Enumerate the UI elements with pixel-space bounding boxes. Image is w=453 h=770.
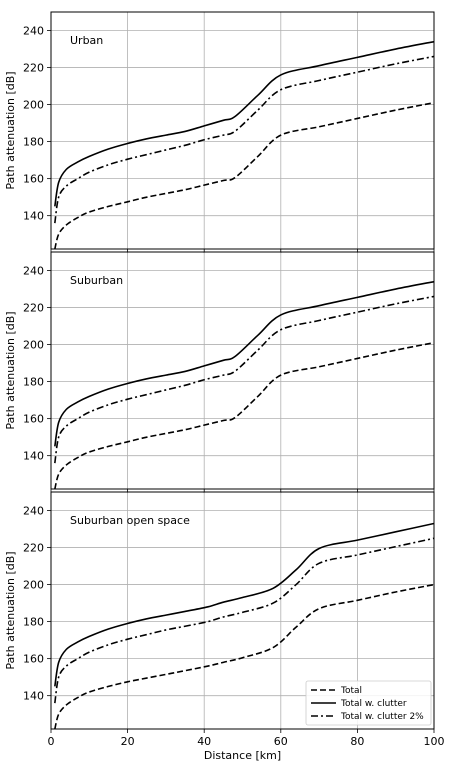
- x-tick-label: 0: [48, 735, 55, 748]
- y-tick-label: 140: [23, 210, 44, 223]
- x-axis-label: Distance [km]: [204, 749, 281, 762]
- x-tick-label: 60: [274, 735, 288, 748]
- y-tick-label: 160: [23, 653, 44, 666]
- y-tick-label: 200: [23, 579, 44, 592]
- y-axis-label: Path attenuation [dB]: [4, 71, 17, 189]
- y-tick-label: 140: [23, 690, 44, 703]
- panel-0: 140 160 180 200 220 240 Urban Path attenuation …: [4, 11, 435, 253]
- axes-frame: [50, 251, 435, 490]
- axes-frame: [50, 11, 435, 250]
- series-line-2: [54, 295, 434, 464]
- panel-title: Urban: [70, 34, 103, 47]
- y-tick-label: 140: [23, 450, 44, 463]
- y-tick-label: 240: [23, 505, 44, 518]
- y-tick-label: 200: [23, 339, 44, 352]
- axes-frame: [50, 491, 435, 730]
- series-line-1: [54, 280, 434, 447]
- panel-2: 140 160 180 200 220 240 0 20 40 60 80 100 Suburban o…: [4, 491, 445, 748]
- y-tick-label: 220: [23, 302, 44, 315]
- y-axis-label: Path attenuation [dB]: [4, 311, 17, 429]
- panel-title: Suburban: [70, 274, 123, 287]
- y-tick-label: 180: [23, 616, 44, 629]
- series-line-0: [54, 583, 434, 729]
- legend: Total Total w. clutter Total w. clutter 2%: [305, 680, 432, 726]
- y-tick-label: 240: [23, 265, 44, 278]
- y-tick-label: 200: [23, 99, 44, 112]
- panel-title: Suburban open space: [70, 514, 190, 527]
- legend-label: Total: [340, 686, 362, 696]
- y-axis-label: Path attenuation [dB]: [4, 551, 17, 669]
- legend-box: [305, 680, 432, 726]
- y-tick-label: 240: [23, 25, 44, 38]
- legend-label: Total w. clutter: [340, 699, 407, 709]
- x-tick-label: 100: [424, 735, 445, 748]
- legend-label: Total w. clutter 2%: [340, 712, 424, 722]
- x-tick-label: 80: [350, 735, 364, 748]
- panel-1: 140 160 180 200 220 240 Suburban Path attenuati…: [4, 251, 435, 493]
- series-line-0: [54, 341, 434, 489]
- y-tick-label: 160: [23, 413, 44, 426]
- x-tick-label: 20: [121, 735, 135, 748]
- y-tick-label: 180: [23, 136, 44, 149]
- series-line-2: [54, 55, 434, 224]
- series-line-1: [54, 40, 434, 207]
- series-line-2: [54, 537, 434, 704]
- x-tick-label: 40: [197, 735, 211, 748]
- series-line-1: [54, 522, 434, 687]
- y-tick-label: 160: [23, 173, 44, 186]
- y-tick-label: 220: [23, 542, 44, 555]
- y-tick-label: 220: [23, 62, 44, 75]
- series-line-0: [54, 101, 434, 249]
- y-tick-label: 180: [23, 376, 44, 389]
